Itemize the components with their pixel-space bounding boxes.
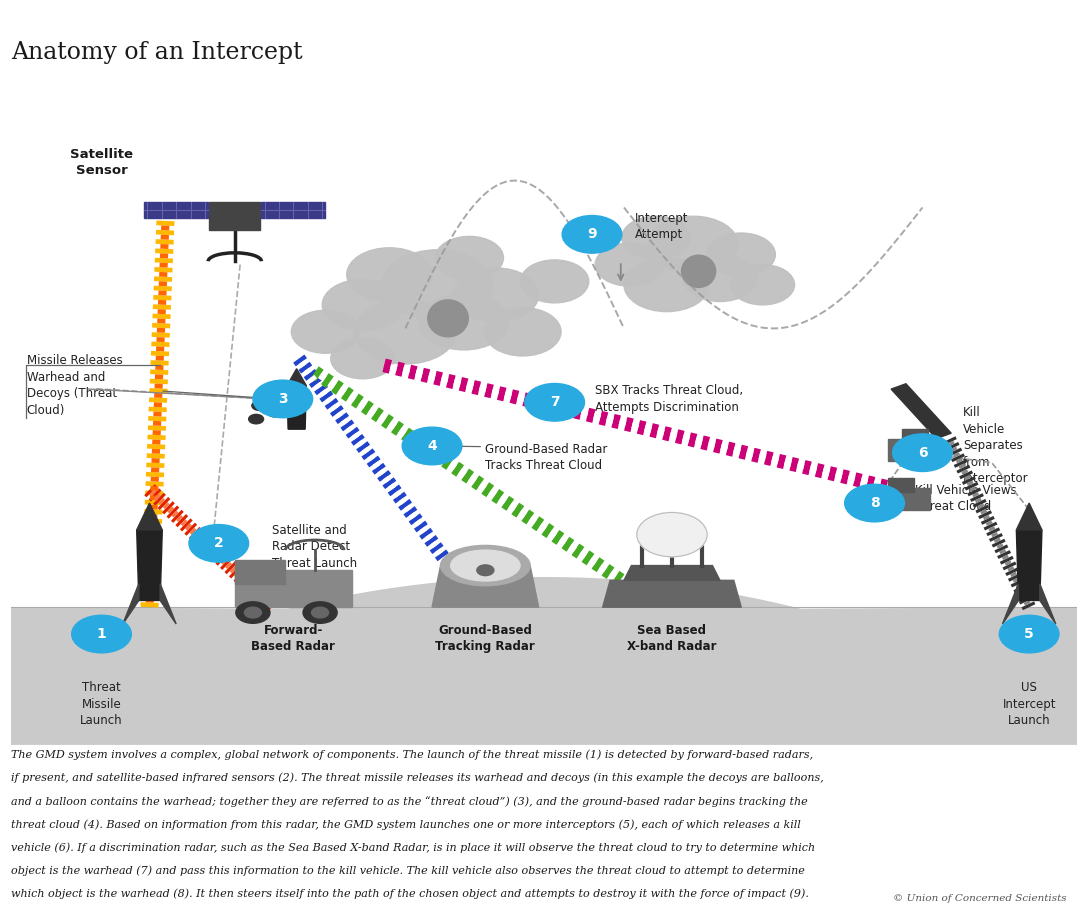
Text: Sea Based
X-band Radar: Sea Based X-band Radar (627, 624, 717, 654)
Circle shape (304, 601, 337, 623)
Circle shape (292, 310, 359, 353)
FancyBboxPatch shape (889, 478, 914, 492)
Text: Kill Vehicle Views
Threat Cloud: Kill Vehicle Views Threat Cloud (915, 484, 1016, 513)
Ellipse shape (441, 546, 530, 586)
Circle shape (322, 280, 404, 331)
Polygon shape (287, 386, 306, 430)
Text: Intercept
Attempt: Intercept Attempt (634, 211, 688, 241)
FancyBboxPatch shape (209, 202, 260, 230)
Polygon shape (1040, 584, 1055, 624)
Circle shape (892, 434, 952, 472)
Circle shape (648, 217, 738, 272)
Circle shape (477, 565, 494, 576)
Circle shape (403, 427, 462, 465)
Polygon shape (144, 202, 208, 218)
Circle shape (844, 484, 904, 522)
Text: 1: 1 (97, 627, 107, 641)
Text: which object is the warhead (8). It then steers itself into the path of the chos: which object is the warhead (8). It then… (11, 888, 808, 899)
Circle shape (311, 607, 329, 618)
Polygon shape (1016, 530, 1042, 600)
Ellipse shape (450, 550, 520, 581)
Text: vehicle (6). If a discrimination radar, such as the Sea Based X-band Radar, is i: vehicle (6). If a discrimination radar, … (11, 843, 815, 853)
Polygon shape (137, 503, 162, 530)
Text: Satellite
Sensor: Satellite Sensor (70, 148, 133, 177)
Circle shape (622, 217, 690, 260)
Text: Satellite and
Radar Detect
Threat Launch: Satellite and Radar Detect Threat Launch (272, 524, 357, 569)
Polygon shape (11, 577, 1077, 745)
Text: 4: 4 (428, 439, 437, 453)
Circle shape (707, 233, 776, 276)
Text: Anatomy of an Intercept: Anatomy of an Intercept (11, 41, 302, 64)
Circle shape (562, 216, 622, 253)
Text: Kill
Vehicle
Separates
from
Interceptor: Kill Vehicle Separates from Interceptor (963, 407, 1028, 485)
Circle shape (524, 384, 584, 421)
Circle shape (730, 264, 794, 305)
Polygon shape (1016, 503, 1042, 530)
Text: 9: 9 (588, 228, 597, 241)
Circle shape (484, 308, 561, 356)
Text: 6: 6 (917, 446, 927, 460)
Polygon shape (137, 530, 162, 600)
Polygon shape (623, 566, 720, 580)
Circle shape (268, 408, 283, 417)
Polygon shape (235, 570, 353, 607)
Text: threat cloud (4). Based on information from this radar, the GMD system launches : threat cloud (4). Based on information f… (11, 819, 801, 830)
Circle shape (623, 258, 709, 312)
Circle shape (355, 300, 457, 364)
Circle shape (435, 237, 504, 280)
Circle shape (999, 615, 1059, 653)
Polygon shape (160, 584, 176, 624)
FancyBboxPatch shape (902, 430, 928, 442)
Circle shape (636, 513, 707, 557)
Polygon shape (123, 584, 139, 624)
Circle shape (520, 260, 589, 303)
Text: 7: 7 (549, 395, 559, 409)
Polygon shape (235, 560, 285, 584)
Text: The GMD system involves a complex, global network of components. The launch of t: The GMD system involves a complex, globa… (11, 749, 813, 760)
Polygon shape (1002, 584, 1018, 624)
Text: Forward-
Based Radar: Forward- Based Radar (251, 624, 335, 654)
FancyBboxPatch shape (889, 440, 942, 461)
Text: 2: 2 (214, 537, 224, 550)
Circle shape (236, 601, 270, 623)
Text: and a balloon contains the warhead; together they are referred to as the “threat: and a balloon contains the warhead; toge… (11, 796, 807, 807)
Text: US
Intercept
Launch: US Intercept Launch (1002, 681, 1055, 728)
Polygon shape (261, 202, 325, 218)
Ellipse shape (428, 300, 468, 336)
Circle shape (347, 248, 432, 302)
Polygon shape (891, 384, 951, 439)
Circle shape (249, 414, 263, 424)
Polygon shape (287, 368, 306, 386)
FancyBboxPatch shape (873, 488, 930, 510)
Text: Threat
Missile
Launch: Threat Missile Launch (81, 681, 123, 728)
Circle shape (262, 388, 277, 397)
Circle shape (189, 525, 249, 562)
Circle shape (419, 293, 509, 350)
Ellipse shape (681, 255, 716, 287)
Circle shape (682, 254, 757, 302)
Text: Missile Releases
Warhead and
Decoys (Threat
Cloud): Missile Releases Warhead and Decoys (Thr… (27, 355, 123, 417)
Circle shape (454, 268, 539, 322)
Circle shape (245, 607, 261, 618)
Circle shape (331, 338, 395, 378)
Text: object is the warhead (7) and pass this information to the kill vehicle. The kil: object is the warhead (7) and pass this … (11, 866, 805, 877)
Text: if present, and satellite-based infrared sensors (2). The threat missile release: if present, and satellite-based infrared… (11, 773, 824, 783)
Text: 3: 3 (277, 392, 287, 406)
Text: SBX Tracks Threat Cloud,
Attempts Discrimination: SBX Tracks Threat Cloud, Attempts Discri… (595, 384, 743, 414)
Circle shape (595, 243, 664, 286)
Text: 8: 8 (869, 496, 879, 510)
Text: 5: 5 (1024, 627, 1034, 641)
Polygon shape (603, 580, 741, 607)
Polygon shape (432, 566, 539, 607)
Circle shape (252, 380, 312, 418)
Circle shape (251, 401, 267, 410)
Text: Ground-Based
Tracking Radar: Ground-Based Tracking Radar (435, 624, 535, 654)
Circle shape (382, 250, 493, 320)
Text: Ground-Based Radar
Tracks Threat Cloud: Ground-Based Radar Tracks Threat Cloud (485, 442, 608, 473)
Circle shape (72, 615, 132, 653)
Text: © Union of Concerned Scientists: © Union of Concerned Scientists (893, 894, 1066, 903)
